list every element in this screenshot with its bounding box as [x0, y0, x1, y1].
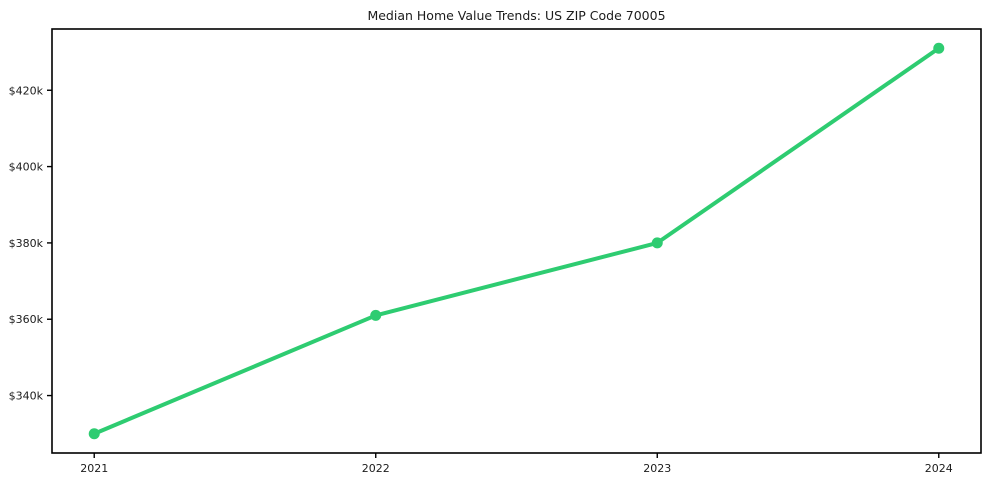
- y-tick-label: $420k: [9, 84, 44, 97]
- x-tick-label: 2021: [80, 462, 108, 475]
- chart-title: Median Home Value Trends: US ZIP Code 70…: [367, 8, 665, 23]
- x-tick-label: 2023: [643, 462, 671, 475]
- x-tick-label: 2022: [362, 462, 390, 475]
- x-tick-label: 2024: [925, 462, 953, 475]
- data-point-marker: [933, 42, 945, 54]
- data-point-marker: [88, 428, 100, 440]
- y-tick-label: $380k: [9, 237, 44, 250]
- data-point-markers: [88, 42, 945, 440]
- data-point-marker: [370, 309, 382, 321]
- series-line: [92, 46, 941, 436]
- y-axis-tick-labels: $340k $360k $380k $400k $420k: [9, 84, 44, 402]
- x-axis-tick-labels: 2021 2022 2023 2024: [80, 462, 953, 475]
- plot-area-border: [51, 28, 982, 454]
- y-tick-label: $400k: [9, 161, 44, 174]
- y-axis-tick-marks: [47, 89, 52, 397]
- y-tick-label: $340k: [9, 390, 44, 403]
- x-axis-tick-marks: [93, 453, 940, 458]
- data-point-marker: [651, 237, 663, 249]
- y-tick-label: $360k: [9, 313, 44, 326]
